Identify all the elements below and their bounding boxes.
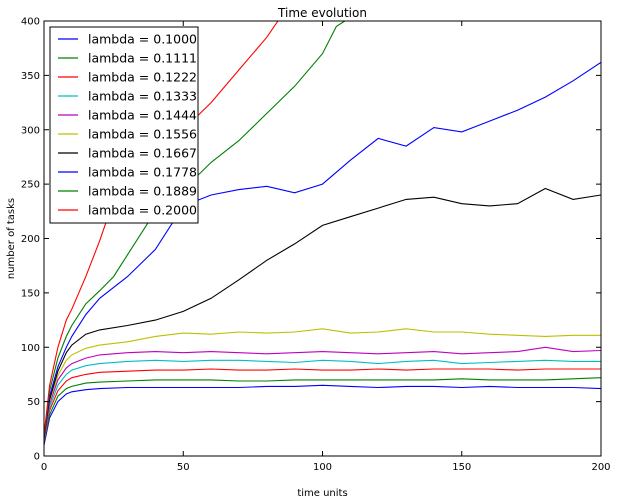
y-tick-label-0: 0 <box>34 452 40 463</box>
legend-label-2: lambda = 0.1222 <box>88 70 197 85</box>
series-line-5 <box>44 328 601 439</box>
y-tick-label-2: 100 <box>21 343 40 354</box>
y-tick-label-4: 200 <box>21 234 40 245</box>
y-axis-title: number of tasks <box>6 198 17 279</box>
x-tick-label-4: 200 <box>591 462 610 473</box>
chart-title: Time evolution <box>277 6 367 20</box>
legend-label-0: lambda = 0.1000 <box>88 32 197 47</box>
series-line-4 <box>44 346 601 440</box>
x-tick-label-3: 150 <box>452 462 471 473</box>
legend-box <box>49 26 199 224</box>
legend-label-4: lambda = 0.1444 <box>88 108 197 123</box>
legend-label-6: lambda = 0.1667 <box>88 146 197 161</box>
y-tick-label-6: 300 <box>21 125 40 136</box>
series-line-7 <box>44 61 601 438</box>
series-line-3 <box>44 359 601 441</box>
series-line-2 <box>44 368 601 442</box>
legend-label-7: lambda = 0.1778 <box>88 165 197 180</box>
ticks-layer: 0 50 100 150 200 0 50 100 150 200 250 300 350 400 <box>21 17 611 474</box>
legend: lambda = 0.1000 lambda = 0.1111 lambda = 0… <box>49 26 199 224</box>
series-line-8 <box>44 21 346 437</box>
y-tick-label-8: 400 <box>21 17 40 28</box>
x-axis-title: time units <box>297 488 347 499</box>
series-layer <box>44 21 601 446</box>
y-tick-label-3: 150 <box>21 288 40 299</box>
y-tick-label-1: 50 <box>27 397 40 408</box>
y-tick-label-7: 350 <box>21 71 40 82</box>
legend-label-1: lambda = 0.1111 <box>88 51 197 66</box>
legend-label-9: lambda = 0.2000 <box>88 203 197 218</box>
series-line-1 <box>44 377 601 444</box>
x-tick-label-2: 100 <box>313 462 332 473</box>
legend-label-8: lambda = 0.1889 <box>88 184 197 199</box>
y-tick-label-5: 250 <box>21 180 40 191</box>
x-tick-label-0: 0 <box>41 462 47 473</box>
legend-label-5: lambda = 0.1556 <box>88 127 197 142</box>
series-line-6 <box>44 187 601 439</box>
x-tick-label-1: 50 <box>177 462 190 473</box>
series-line-0 <box>44 384 601 446</box>
legend-label-3: lambda = 0.1333 <box>88 89 197 104</box>
